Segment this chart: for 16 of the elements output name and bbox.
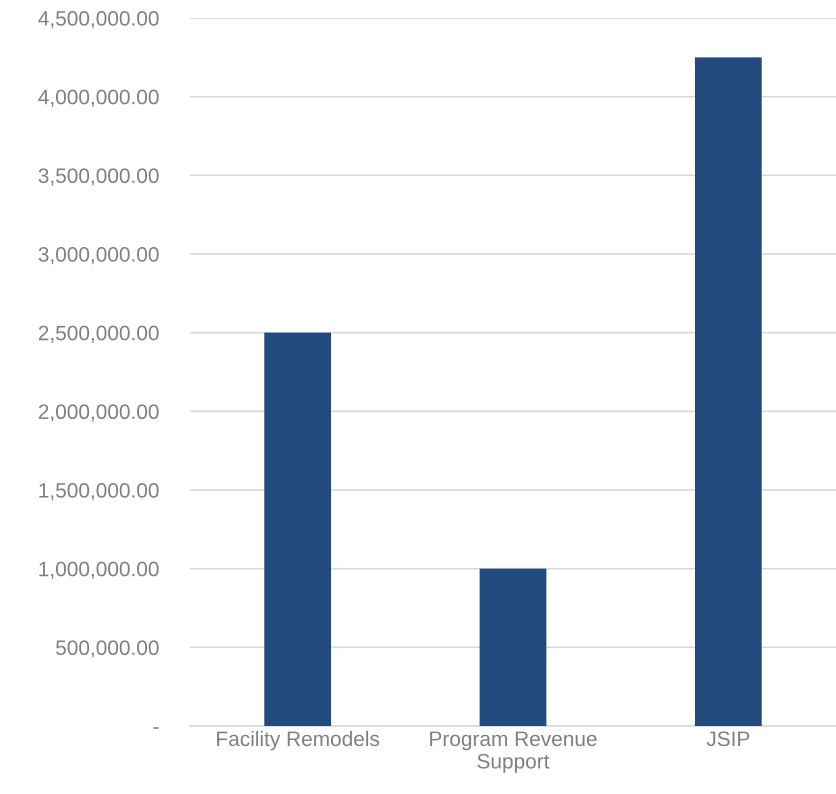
y-tick-label: 2,500,000.00 <box>38 326 159 343</box>
bar <box>264 332 332 726</box>
y-tick-label: 1,500,000.00 <box>39 483 159 500</box>
bar <box>480 568 546 726</box>
x-tick-label: JSIP <box>706 731 750 746</box>
x-tick-label: Facility Remodels <box>217 730 380 750</box>
y-tick-label: 4,500,000.00 <box>38 11 159 28</box>
y-tick-label: 4,000,000.00 <box>38 90 159 107</box>
y-tick-label: 2,000,000.00 <box>38 404 159 422</box>
bar <box>694 57 762 726</box>
y-tick-label: 1,000,000.00 <box>39 562 159 579</box>
y-tick-label: 3,500,000.00 <box>38 168 159 186</box>
y-tick-label: 3,000,000.00 <box>38 247 159 264</box>
x-tick-label: Program Revenue Support <box>430 732 597 773</box>
y-tick-label: 500,000.00 <box>56 640 159 658</box>
y-tick-label: - <box>153 727 159 729</box>
